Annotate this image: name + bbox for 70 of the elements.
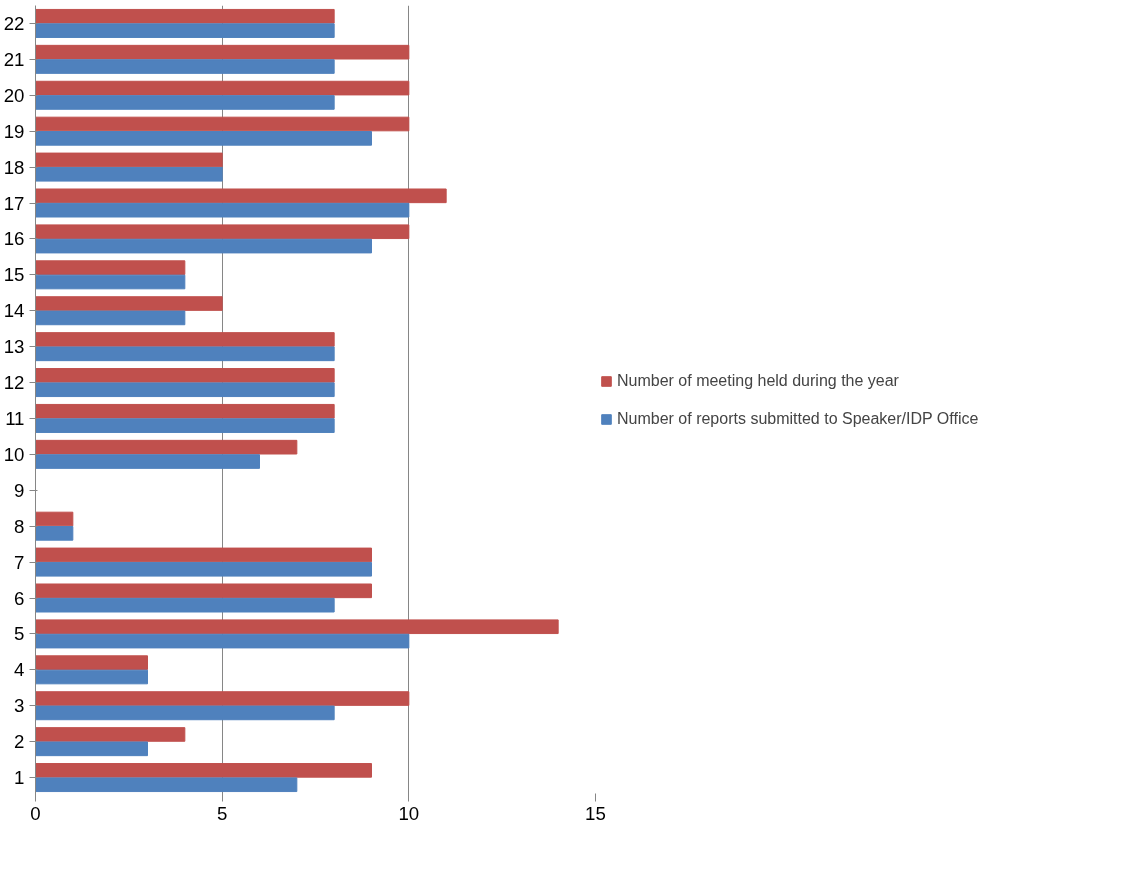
bar bbox=[35, 131, 372, 146]
y-tick-label: 3 bbox=[14, 695, 25, 717]
bar bbox=[35, 619, 559, 635]
y-tick-label: 17 bbox=[3, 192, 25, 214]
bar bbox=[35, 633, 410, 649]
y-tick-label: 10 bbox=[3, 443, 25, 465]
bar bbox=[35, 274, 186, 290]
bar bbox=[35, 526, 74, 541]
x-tick-label: 0 bbox=[30, 802, 41, 824]
bar bbox=[35, 8, 335, 24]
y-tick-label: 1 bbox=[14, 767, 25, 789]
y-tick-label: 15 bbox=[3, 264, 25, 286]
bar bbox=[35, 511, 74, 527]
y-tick-label: 20 bbox=[3, 84, 25, 106]
bar bbox=[35, 224, 410, 240]
y-tick-label: 22 bbox=[3, 12, 25, 34]
bar bbox=[35, 59, 335, 74]
bar bbox=[35, 763, 372, 778]
legend-label: Number of meeting held during the year bbox=[617, 372, 899, 390]
bar bbox=[35, 691, 410, 706]
bar bbox=[35, 166, 223, 182]
bar bbox=[35, 727, 186, 742]
bar bbox=[35, 655, 148, 670]
x-tick-label: 5 bbox=[216, 802, 228, 824]
bar bbox=[35, 346, 335, 362]
bar bbox=[35, 741, 148, 757]
y-tick-label: 4 bbox=[14, 659, 25, 681]
y-tick-label: 12 bbox=[3, 372, 25, 394]
bar bbox=[35, 80, 410, 96]
bar bbox=[35, 561, 372, 577]
x-tick-label: 10 bbox=[398, 802, 420, 824]
bar bbox=[35, 403, 335, 419]
bar bbox=[35, 777, 298, 793]
y-tick-label: 18 bbox=[3, 156, 25, 178]
x-tick-label: 15 bbox=[585, 802, 606, 824]
bar bbox=[35, 547, 372, 563]
bar bbox=[35, 44, 410, 60]
bar bbox=[35, 238, 372, 254]
y-tick-label: 8 bbox=[14, 515, 25, 537]
bar bbox=[35, 705, 335, 721]
bar bbox=[35, 669, 148, 685]
bar bbox=[35, 116, 410, 132]
legend-label: Number of reports submitted to Speaker/IDP Office bbox=[617, 410, 979, 428]
y-tick-label: 21 bbox=[3, 48, 25, 70]
bar bbox=[35, 583, 372, 599]
bar bbox=[35, 95, 335, 110]
y-tick-label: 13 bbox=[3, 336, 25, 358]
bar bbox=[35, 260, 186, 275]
bar bbox=[35, 332, 335, 347]
bar bbox=[35, 368, 335, 383]
y-tick-label: 5 bbox=[14, 623, 25, 645]
bar bbox=[35, 202, 410, 218]
bar bbox=[35, 597, 335, 613]
y-tick-label: 9 bbox=[14, 479, 25, 501]
y-tick-label: 6 bbox=[14, 587, 25, 609]
bar bbox=[35, 310, 186, 326]
bar bbox=[35, 454, 260, 469]
bar bbox=[35, 382, 335, 398]
y-tick-label: 7 bbox=[14, 551, 25, 573]
bar bbox=[35, 418, 335, 433]
bar bbox=[35, 152, 223, 168]
y-tick-label: 2 bbox=[14, 731, 25, 753]
y-tick-label: 16 bbox=[3, 228, 25, 250]
y-tick-label: 14 bbox=[3, 300, 25, 322]
y-tick-label: 19 bbox=[3, 120, 25, 142]
bar bbox=[35, 188, 447, 204]
bar bbox=[35, 439, 298, 455]
bar bbox=[35, 296, 223, 311]
y-tick-label: 11 bbox=[5, 407, 25, 429]
bar bbox=[35, 23, 335, 38]
